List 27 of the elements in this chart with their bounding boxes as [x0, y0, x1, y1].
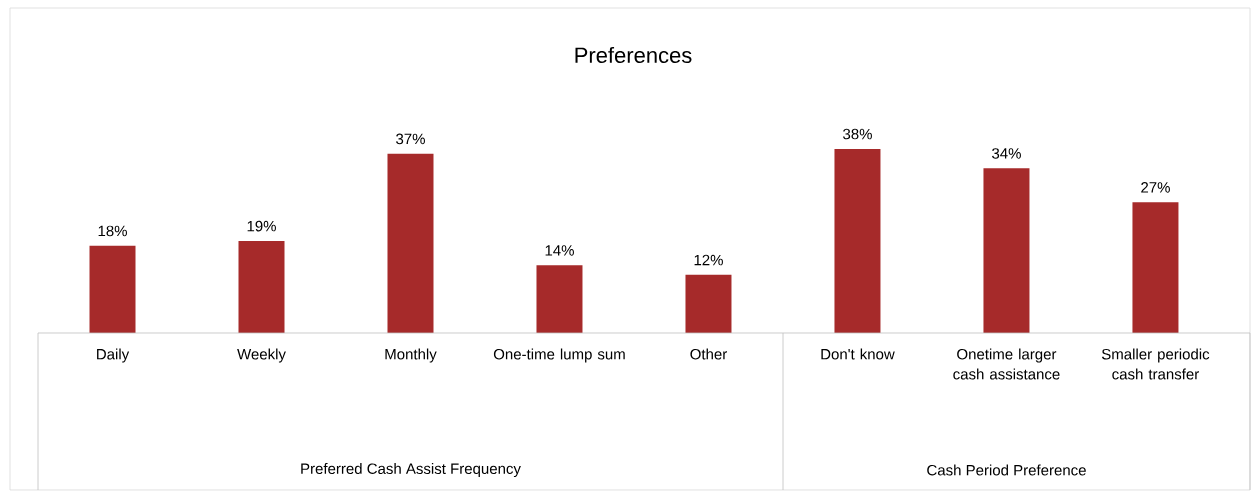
data-label: 14%: [545, 245, 574, 256]
bar: [983, 168, 1030, 333]
bar: [834, 148, 881, 333]
bar: [387, 153, 434, 333]
data-label: 34%: [992, 148, 1021, 159]
data-label: 19%: [247, 220, 276, 232]
x-tick-label: Weekly: [237, 348, 286, 363]
x-tick-label: One-time lump sum: [493, 348, 625, 363]
bar: [1132, 202, 1179, 333]
bar: [238, 240, 285, 333]
x-tick-label: Onetime larger cash assistance: [953, 348, 1060, 380]
x-tick-label: Daily: [97, 348, 130, 363]
bar: [536, 265, 583, 333]
text: Preferred Cash Assist Frequency: [301, 462, 521, 477]
data-label: 12%: [694, 254, 723, 266]
data-label: 37%: [396, 133, 425, 145]
data-label: 18%: [98, 225, 127, 237]
x-tick-label: Monthly: [385, 348, 437, 363]
x-tick-label: Smaller periodic cash transfer: [1101, 348, 1210, 380]
data-label: 27%: [1141, 182, 1170, 193]
x-tick-label: Other: [690, 348, 727, 360]
x-tick-label: Don't know: [821, 348, 895, 360]
bar: [89, 245, 136, 333]
bar: [685, 274, 732, 333]
data-label: 38%: [843, 128, 872, 140]
text: Cash Period Preference: [927, 464, 1086, 476]
chart-title: Preferences: [575, 46, 692, 64]
